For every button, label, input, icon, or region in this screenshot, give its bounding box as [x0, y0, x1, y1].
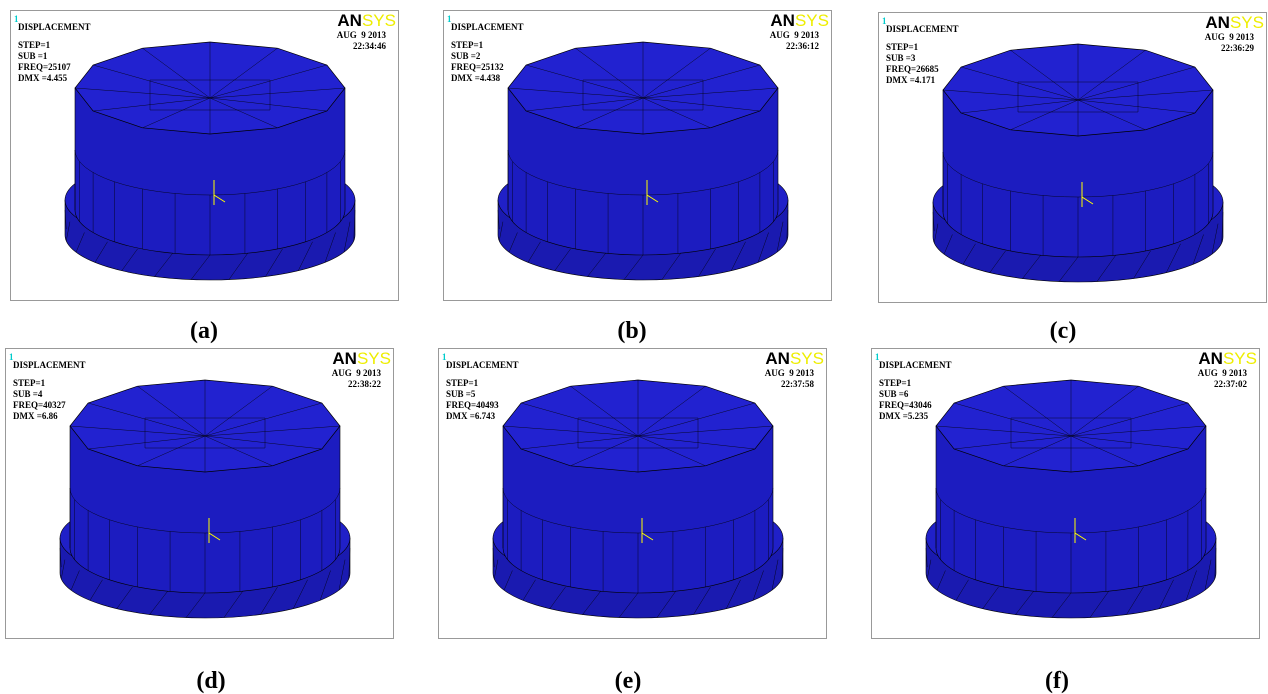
info-line: DMX =4.171	[886, 75, 936, 85]
time: 22:36:29	[1221, 43, 1254, 53]
caption: (f)	[1045, 668, 1069, 694]
panel-title: DISPLACEMENT	[886, 24, 959, 34]
logo-sys: SYS	[357, 349, 391, 368]
time: 22:38:22	[348, 379, 381, 389]
info-line: STEP=1	[18, 40, 51, 50]
logo: ANSYS	[337, 11, 396, 30]
panel-title: DISPLACEMENT	[446, 360, 519, 370]
logo-an: AN	[332, 349, 357, 368]
caption: (e)	[615, 668, 642, 694]
info-line: STEP=1	[13, 378, 46, 388]
panel-title: DISPLACEMENT	[451, 22, 524, 32]
date: AUG 9 2013	[765, 368, 815, 378]
info-line: FREQ=25132	[451, 62, 504, 72]
info-line: DMX =6.743	[446, 411, 496, 421]
model	[60, 380, 350, 618]
caption: (b)	[617, 318, 646, 344]
model	[493, 380, 783, 618]
info-line: STEP=1	[446, 378, 479, 388]
logo: ANSYS	[1198, 349, 1257, 368]
info-line: FREQ=40327	[13, 400, 66, 410]
info-line: SUB =1	[18, 51, 48, 61]
time: 22:37:58	[781, 379, 814, 389]
caption: (c)	[1050, 318, 1077, 344]
logo-sys: SYS	[362, 11, 396, 30]
logo-sys: SYS	[1223, 349, 1257, 368]
panel-title: DISPLACEMENT	[879, 360, 952, 370]
caption: (a)	[190, 318, 218, 344]
model	[933, 44, 1223, 282]
info-line: DMX =5.235	[879, 411, 929, 421]
info-line: FREQ=26685	[886, 64, 939, 74]
logo-sys: SYS	[1230, 13, 1264, 32]
logo-sys: SYS	[795, 11, 829, 30]
date: AUG 9 2013	[770, 30, 820, 40]
logo-an: AN	[1205, 13, 1230, 32]
info-line: DMX =4.438	[451, 73, 501, 83]
model	[65, 42, 355, 280]
info-line: FREQ=25107	[18, 62, 71, 72]
info-line: SUB =2	[451, 51, 481, 61]
figure: 1DISPLACEMENTSTEP=1SUB =1FREQ=25107DMX =…	[0, 0, 1268, 694]
panel-title: DISPLACEMENT	[13, 360, 86, 370]
time: 22:37:02	[1214, 379, 1247, 389]
info-line: STEP=1	[879, 378, 912, 388]
info-line: DMX =4.455	[18, 73, 68, 83]
model	[498, 42, 788, 280]
info-line: FREQ=43046	[879, 400, 932, 410]
logo: ANSYS	[765, 349, 824, 368]
caption: (d)	[196, 668, 225, 694]
date: AUG 9 2013	[332, 368, 382, 378]
logo-sys: SYS	[790, 349, 824, 368]
date: AUG 9 2013	[337, 30, 387, 40]
logo-an: AN	[337, 11, 362, 30]
info-line: SUB =5	[446, 389, 476, 399]
date: AUG 9 2013	[1205, 32, 1255, 42]
logo: ANSYS	[332, 349, 391, 368]
logo-an: AN	[765, 349, 790, 368]
info-line: STEP=1	[886, 42, 919, 52]
logo-an: AN	[1198, 349, 1223, 368]
info-line: DMX =6.86	[13, 411, 58, 421]
info-line: SUB =3	[886, 53, 916, 63]
info-line: SUB =4	[13, 389, 43, 399]
panel-title: DISPLACEMENT	[18, 22, 91, 32]
info-line: FREQ=40493	[446, 400, 499, 410]
logo-an: AN	[770, 11, 795, 30]
logo: ANSYS	[770, 11, 829, 30]
logo: ANSYS	[1205, 13, 1264, 32]
info-line: STEP=1	[451, 40, 484, 50]
date: AUG 9 2013	[1198, 368, 1248, 378]
time: 22:34:46	[353, 41, 386, 51]
model	[926, 380, 1216, 618]
info-line: SUB =6	[879, 389, 909, 399]
time: 22:36:12	[786, 41, 819, 51]
